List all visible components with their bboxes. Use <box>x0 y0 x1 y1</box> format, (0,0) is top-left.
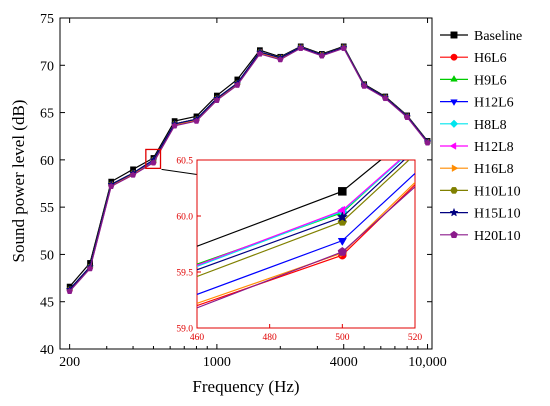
legend-marker <box>450 53 458 61</box>
legend-marker <box>449 119 459 128</box>
legend-marker <box>450 75 458 82</box>
main-series-lines <box>65 43 432 294</box>
inset-data-point <box>337 237 347 246</box>
inset-series-h15l10 <box>197 160 405 271</box>
inset-plot: 59.0 59.5 60.0 60.5 460 480 500 520 <box>176 157 423 344</box>
data-point <box>340 44 347 51</box>
legend-label: H12L8 <box>474 140 514 155</box>
inset-series-lines <box>197 160 415 309</box>
inset-y-tick-label: 60.5 <box>176 157 193 167</box>
legend-item-baseline: Baseline <box>440 29 522 44</box>
data-point <box>256 50 264 57</box>
legend-item-h9l6: H9L6 <box>440 73 507 88</box>
legend-marker <box>449 142 457 150</box>
inset-y-tick-label: 60.0 <box>176 213 193 223</box>
inset-x-tick-label: 480 <box>263 333 278 343</box>
data-point <box>129 171 137 178</box>
inset-data-point <box>337 205 345 215</box>
legend-label: H20L10 <box>474 229 521 244</box>
data-point <box>213 96 221 103</box>
legend-marker <box>450 31 458 39</box>
series-line <box>69 45 429 287</box>
inset-x-tick-label: 460 <box>190 333 205 343</box>
legend-marker <box>449 207 459 217</box>
legend-item-h15l10: H15L10 <box>440 207 521 222</box>
legend-item-h16l8: H16L8 <box>440 162 514 177</box>
legend-item-h20l10: H20L10 <box>440 229 521 244</box>
inset-x-tick-label: 500 <box>335 333 350 343</box>
legend-label: H10L10 <box>474 184 521 199</box>
y-tick-label: 50 <box>40 248 54 263</box>
data-point <box>382 95 389 102</box>
y-tick-label: 45 <box>40 296 54 311</box>
zoom-box <box>145 148 162 170</box>
legend-label: H8L8 <box>474 118 507 133</box>
inset-series-h20l10 <box>197 186 415 309</box>
y-tick-label: 40 <box>40 343 54 358</box>
inset-y-tick-label: 59.5 <box>176 269 193 279</box>
x-tick-label: 4000 <box>330 355 358 370</box>
x-tick-label: 200 <box>59 355 80 370</box>
data-point <box>86 265 94 272</box>
data-point <box>150 159 157 166</box>
data-point <box>403 114 411 120</box>
data-point <box>277 56 284 63</box>
y-tick-label: 65 <box>40 107 54 122</box>
legend-marker <box>450 230 458 239</box>
legend-label: H12L6 <box>474 96 514 111</box>
inset-series-h12l6 <box>197 172 415 295</box>
series-h20l10 <box>66 44 431 294</box>
data-point <box>360 82 368 89</box>
legend-item-h10l10: H10L10 <box>440 184 521 199</box>
legend-marker <box>450 99 458 106</box>
x-tick-label: 10,000 <box>408 355 447 370</box>
legend-label: H6L6 <box>474 51 507 66</box>
legend-label: H15L10 <box>474 207 521 222</box>
y-tick-label: 60 <box>40 154 54 169</box>
inset-data-point <box>338 187 347 196</box>
main-plot-frame <box>59 17 433 350</box>
legend-label: H9L6 <box>474 73 507 88</box>
x-tick-label: 1000 <box>203 355 231 370</box>
inset-data-point <box>337 246 348 256</box>
data-point <box>171 122 178 129</box>
legend-marker <box>450 187 458 194</box>
inset-data-point <box>336 211 348 222</box>
y-tick-label: 70 <box>40 59 54 74</box>
data-point <box>318 52 325 59</box>
legend-item-h12l8: H12L8 <box>440 140 514 155</box>
y-axis-title: Sound power level (dB) <box>9 100 28 263</box>
x-axis-title: Frequency (Hz) <box>192 377 299 396</box>
legend-item-h12l6: H12L6 <box>440 96 514 111</box>
data-point <box>297 44 304 51</box>
inset-x-tick-label: 520 <box>408 333 423 343</box>
legend-item-h6l6: H6L6 <box>440 51 507 66</box>
data-point <box>193 117 200 124</box>
inset-y-tick-label: 59.0 <box>176 325 193 335</box>
legend: Baseline H6L6 H9L6 H12L6 H8L8 H12L8 H16L8 H10L1… <box>440 29 522 244</box>
data-point <box>66 288 73 294</box>
inset-series-h12l8 <box>197 160 401 266</box>
series-line <box>69 46 429 290</box>
data-point <box>234 81 241 88</box>
data-point <box>424 139 431 146</box>
legend-marker <box>451 164 459 172</box>
y-tick-label: 55 <box>40 201 54 216</box>
legend-item-h8l8: H8L8 <box>440 118 507 133</box>
inset-series-baseline <box>197 160 382 247</box>
legend-label: H16L8 <box>474 162 514 177</box>
legend-label: Baseline <box>474 29 522 44</box>
y-tick-label: 75 <box>40 12 54 27</box>
main-axes: 40 45 50 55 60 65 70 75 200 1000 4000 10,000 <box>40 12 447 370</box>
data-point <box>108 183 115 190</box>
series-line <box>69 47 429 292</box>
